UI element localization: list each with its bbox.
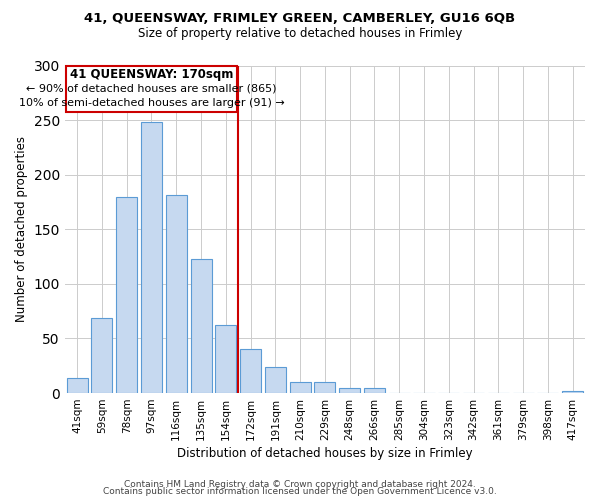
Bar bbox=[67, 378, 88, 393]
Text: 41, QUEENSWAY, FRIMLEY GREEN, CAMBERLEY, GU16 6QB: 41, QUEENSWAY, FRIMLEY GREEN, CAMBERLEY,… bbox=[85, 12, 515, 26]
Text: Contains HM Land Registry data © Crown copyright and database right 2024.: Contains HM Land Registry data © Crown c… bbox=[124, 480, 476, 489]
Text: Size of property relative to detached houses in Frimley: Size of property relative to detached ho… bbox=[138, 28, 462, 40]
Bar bbox=[562, 391, 583, 393]
Text: Contains public sector information licensed under the Open Government Licence v3: Contains public sector information licen… bbox=[103, 488, 497, 496]
X-axis label: Distribution of detached houses by size in Frimley: Distribution of detached houses by size … bbox=[177, 447, 473, 460]
Bar bbox=[265, 367, 286, 393]
Bar bbox=[116, 196, 137, 393]
Text: 10% of semi-detached houses are larger (91) →: 10% of semi-detached houses are larger (… bbox=[19, 98, 284, 108]
Bar bbox=[339, 388, 360, 393]
Text: 41 QUEENSWAY: 170sqm: 41 QUEENSWAY: 170sqm bbox=[70, 68, 233, 82]
Bar bbox=[240, 350, 261, 393]
Text: ← 90% of detached houses are smaller (865): ← 90% of detached houses are smaller (86… bbox=[26, 84, 277, 94]
Bar bbox=[290, 382, 311, 393]
Y-axis label: Number of detached properties: Number of detached properties bbox=[15, 136, 28, 322]
Bar bbox=[314, 382, 335, 393]
Bar bbox=[191, 259, 212, 393]
Bar bbox=[91, 318, 112, 393]
Bar bbox=[364, 388, 385, 393]
FancyBboxPatch shape bbox=[66, 66, 237, 112]
Bar bbox=[141, 122, 162, 393]
Bar bbox=[166, 196, 187, 393]
Bar bbox=[215, 326, 236, 393]
